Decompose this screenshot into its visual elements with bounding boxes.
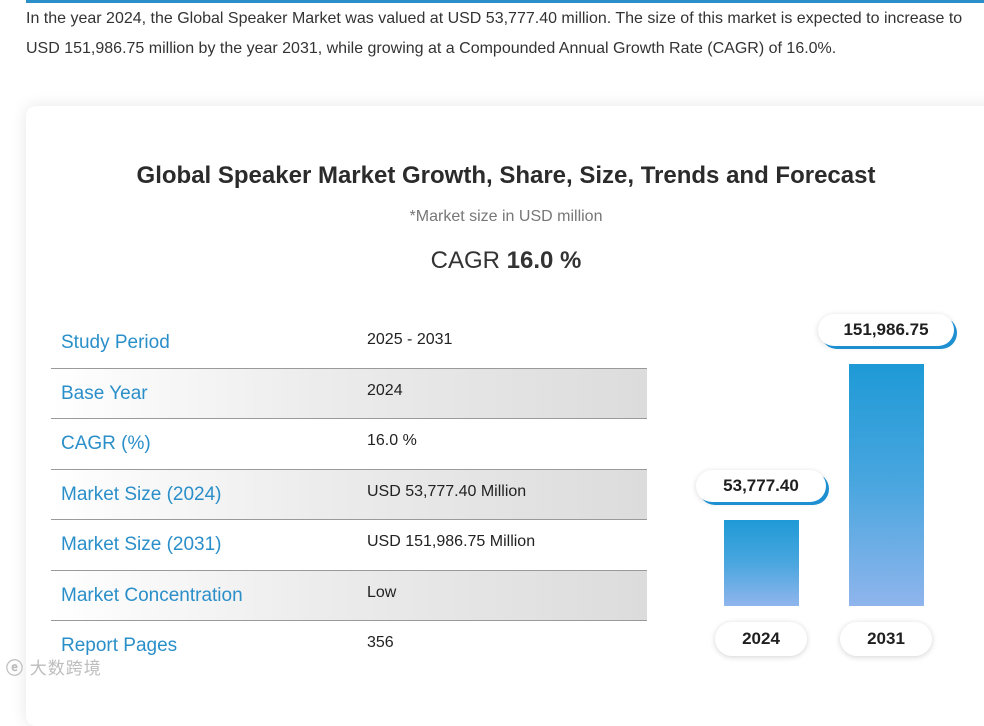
market-details-table: Study Period 2025 - 2031 Base Year 2024 …: [51, 318, 647, 671]
bar-value-label: 151,986.75: [818, 314, 954, 346]
table-row: Market Concentration Low: [51, 570, 647, 621]
row-label: Market Size (2031): [61, 534, 222, 555]
table-row: Market Size (2024) USD 53,777.40 Million: [51, 469, 647, 520]
row-label: CAGR (%): [61, 433, 151, 454]
table-row: Base Year 2024: [51, 368, 647, 419]
bar-category-label: 2031: [840, 622, 932, 656]
cagr-headline: CAGR 16.0 %: [0, 247, 984, 275]
cagr-value: 16.0 %: [506, 247, 582, 274]
row-label: Base Year: [61, 382, 148, 404]
card-title: Global Speaker Market Growth, Share, Siz…: [136, 162, 876, 189]
card-subtitle: *Market size in USD million: [409, 208, 603, 225]
row-value: Low: [367, 583, 397, 601]
row-value: USD 151,986.75 Million: [367, 533, 536, 550]
watermark-logo-icon: ⓔ: [6, 659, 24, 678]
bar-value-label: 53,777.40: [696, 470, 826, 502]
row-value: 356: [367, 634, 394, 651]
row-value: USD 53,777.40 Million: [367, 482, 527, 500]
intro-paragraph: In the year 2024, the Global Speaker Mar…: [26, 10, 963, 57]
table-row: Study Period 2025 - 2031: [51, 318, 647, 369]
row-value: 2025 - 2031: [367, 331, 453, 348]
row-value: 2024: [367, 381, 403, 399]
row-label: Market Size (2024): [61, 483, 222, 505]
row-value: 16.0 %: [367, 432, 417, 449]
bar-2024: [724, 520, 799, 606]
row-label: Study Period: [61, 332, 170, 353]
cagr-label: CAGR: [430, 247, 500, 274]
row-label: Market Concentration: [61, 584, 243, 606]
bar-category-label: 2024: [715, 622, 807, 656]
bar-2031: [849, 364, 924, 606]
watermark-text: 大数跨境: [29, 659, 102, 678]
watermark: ⓔ 大数跨境: [6, 654, 102, 679]
row-label: Report Pages: [61, 635, 178, 656]
table-row: Market Size (2031) USD 151,986.75 Millio…: [51, 520, 647, 571]
table-row: CAGR (%) 16.0 %: [51, 419, 647, 470]
top-accent-rule: [26, 0, 984, 3]
table-row: Report Pages 356: [51, 621, 647, 671]
